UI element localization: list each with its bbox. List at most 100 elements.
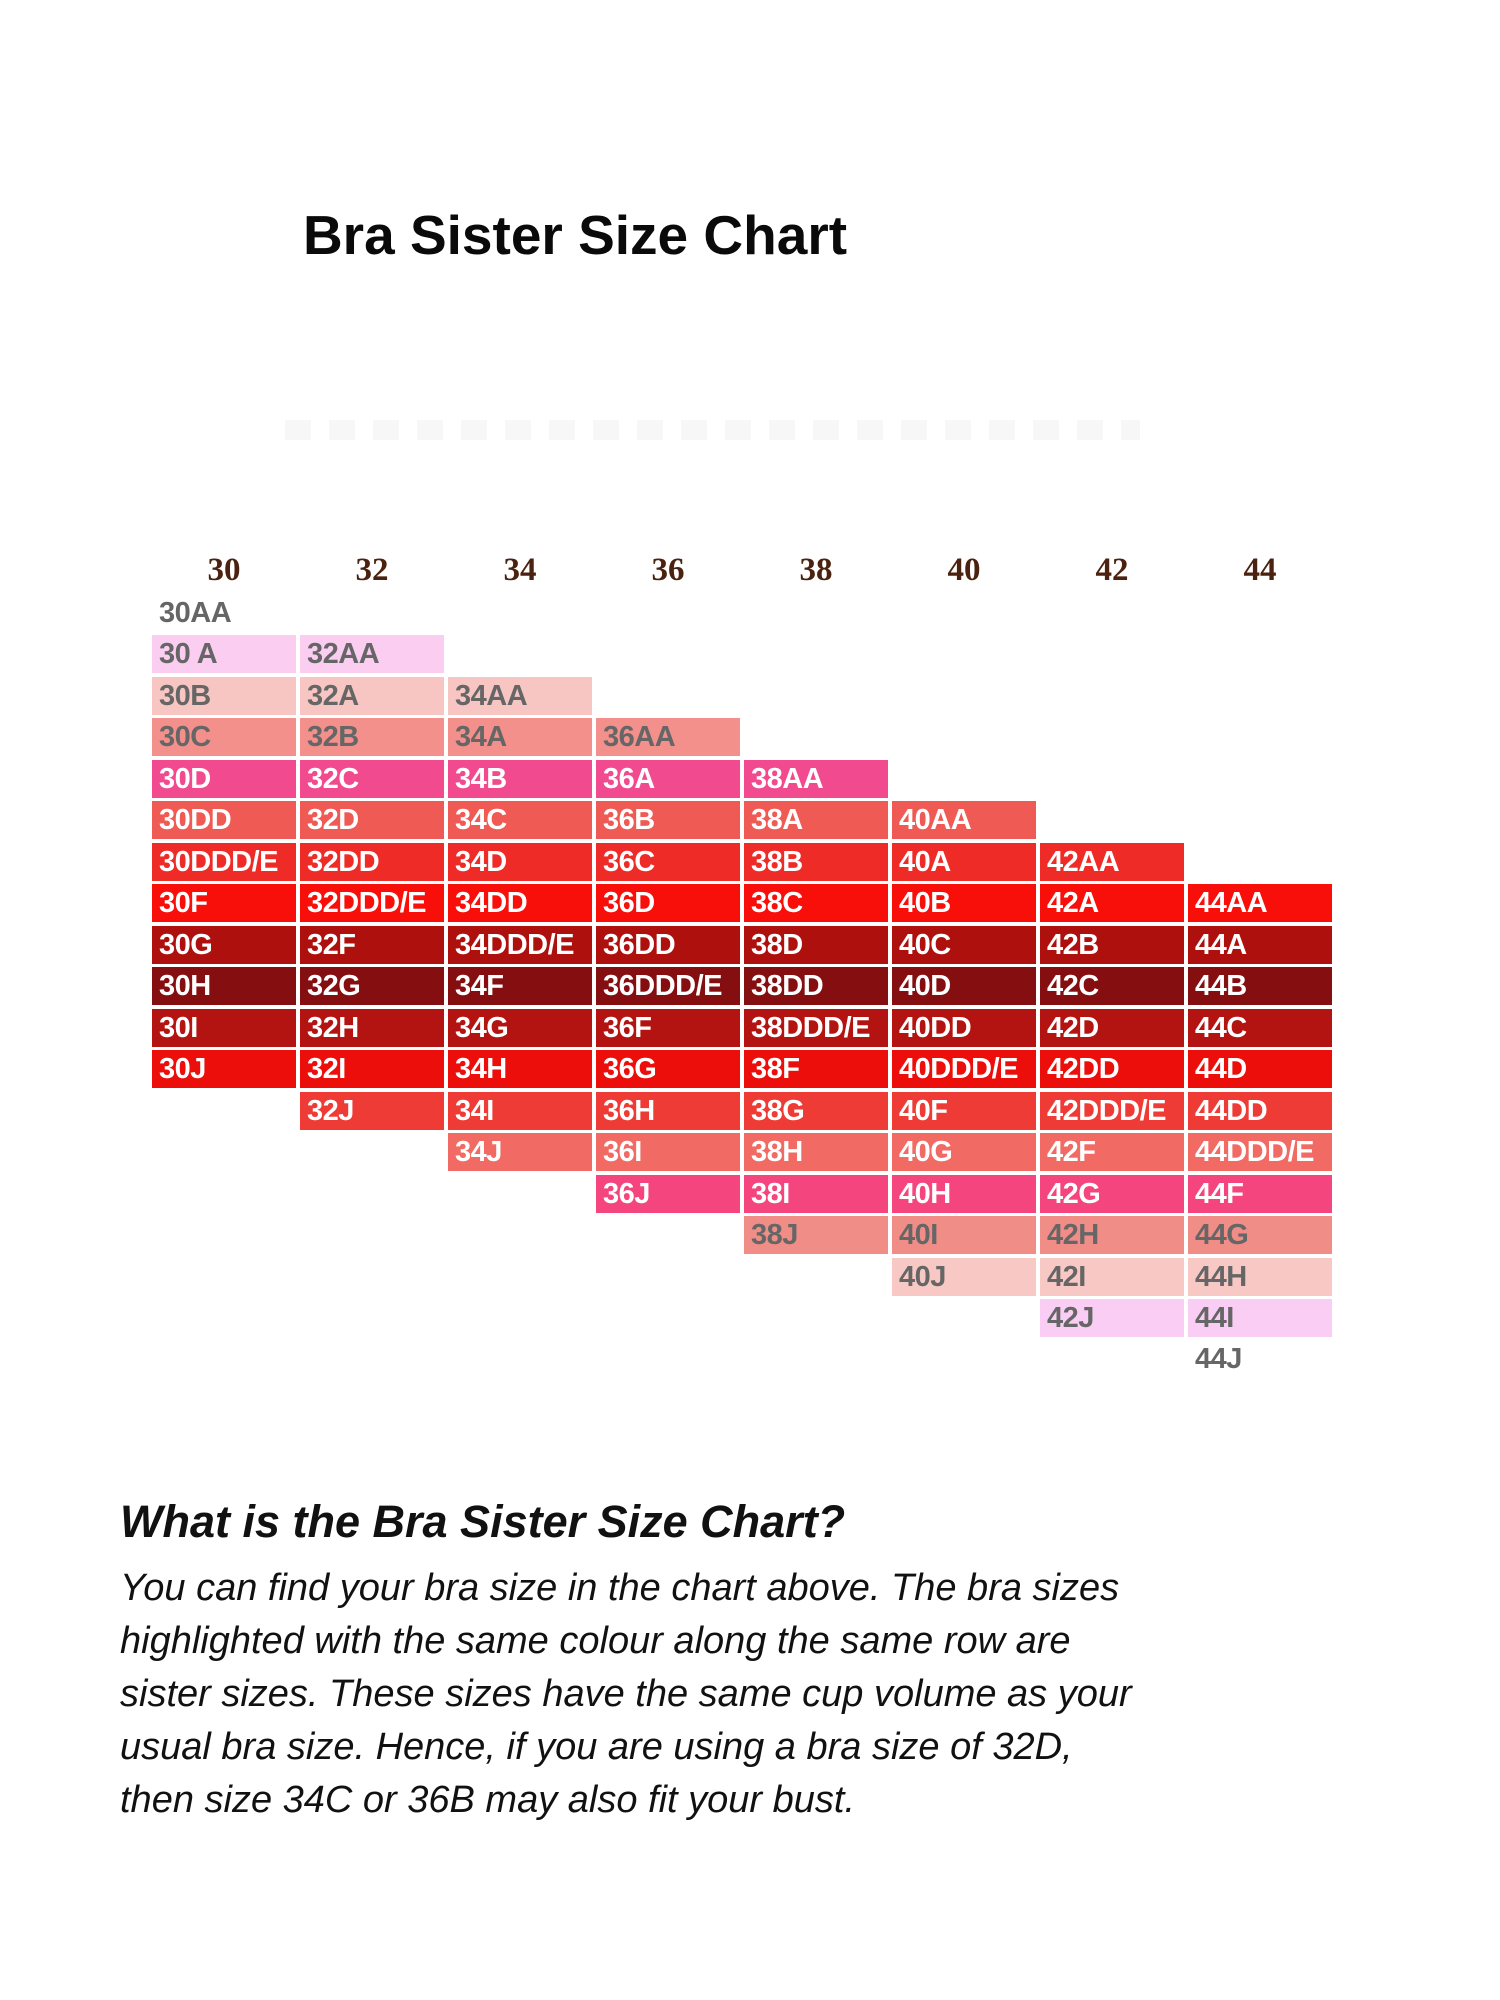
size-cell: 34I [446, 1090, 594, 1132]
size-cell: 38DD [742, 965, 890, 1007]
size-cell: 38B [742, 841, 890, 883]
footer-line: highlighted with the same colour along t… [120, 1620, 1071, 1662]
size-cell: 30G [150, 924, 298, 966]
size-cell: 44DD [1186, 1090, 1334, 1132]
footer-heading: What is the Bra Sister Size Chart? [120, 1496, 846, 1547]
size-cell: 30I [150, 1007, 298, 1049]
size-cell: 42A [1038, 882, 1186, 924]
size-cell: 36DDD/E [594, 965, 742, 1007]
size-cell: 40DDD/E [890, 1048, 1038, 1090]
size-cell: 44DDD/E [1186, 1131, 1334, 1173]
size-cell: 30D [150, 758, 298, 800]
size-cell: 36I [594, 1131, 742, 1173]
footer-section: What is the Bra Sister Size Chart? You c… [120, 1496, 1180, 1827]
size-cell: 44C [1186, 1007, 1334, 1049]
size-cell: 38C [742, 882, 890, 924]
size-cell: 42C [1038, 965, 1186, 1007]
faint-watermark-row [285, 420, 1140, 440]
size-cell: 42G [1038, 1173, 1186, 1215]
size-cell: 30J [150, 1048, 298, 1090]
size-row: 30DDD/E 32DD 34D 36C 38B 40A 42AA [150, 841, 1186, 883]
footer-line: then size 34C or 36B may also fit your b… [120, 1779, 856, 1821]
size-cell: 30AA [159, 596, 232, 629]
size-cell: 32I [298, 1048, 446, 1090]
size-cell: 38I [742, 1173, 890, 1215]
size-cell: 44F [1186, 1173, 1334, 1215]
band-header-row: 30 32 34 36 38 40 42 44 [150, 550, 1334, 590]
size-cell: 44AA [1186, 882, 1334, 924]
size-cell: 40I [890, 1214, 1038, 1256]
size-cell: 32A [298, 675, 446, 717]
size-cell: 34H [446, 1048, 594, 1090]
band-header: 38 [799, 551, 833, 588]
size-cell: 30B [150, 675, 298, 717]
size-cell: 32J [298, 1090, 446, 1132]
size-cell: 38A [742, 799, 890, 841]
size-cell: 32G [298, 965, 446, 1007]
footer-line: You can find your bra size in the chart … [120, 1567, 1120, 1609]
size-cell: 30DD [150, 799, 298, 841]
size-row: 30 A 32AA [150, 633, 446, 675]
size-cell: 42H [1038, 1214, 1186, 1256]
footer-paragraph: You can find your bra size in the chart … [120, 1562, 1180, 1827]
size-cell: 32C [298, 758, 446, 800]
size-cell: 36A [594, 758, 742, 800]
size-cell: 30 A [150, 633, 298, 675]
size-row: 32J 34I 36H 38G 40F 42DDD/E 44DD [298, 1090, 1334, 1132]
size-cell: 32DDD/E [298, 882, 446, 924]
size-cell: 42B [1038, 924, 1186, 966]
page-title: Bra Sister Size Chart [302, 204, 848, 266]
size-cell: 36DD [594, 924, 742, 966]
band-header: 42 [1095, 551, 1129, 588]
size-row: 44J [1186, 1338, 1334, 1380]
size-cell: 42DDD/E [1038, 1090, 1186, 1132]
size-cell: 40B [890, 882, 1038, 924]
size-row: 40J 42I 44H [890, 1256, 1334, 1298]
size-row: 30F 32DDD/E 34DD 36D 38C 40B 42A 44AA [150, 882, 1334, 924]
band-header: 44 [1243, 551, 1277, 588]
size-cell: 32DD [298, 841, 446, 883]
size-cell: 36G [594, 1048, 742, 1090]
size-cell: 38DDD/E [742, 1007, 890, 1049]
size-cell: 34B [446, 758, 594, 800]
size-cell: 36F [594, 1007, 742, 1049]
size-cell: 44J [1195, 1342, 1242, 1375]
size-cell: 32D [298, 799, 446, 841]
size-row: 38J 40I 42H 44G [742, 1214, 1334, 1256]
size-cell: 44B [1186, 965, 1334, 1007]
size-cell: 44G [1186, 1214, 1334, 1256]
size-cell: 38AA [742, 758, 890, 800]
size-cell: 42AA [1038, 841, 1186, 883]
size-cell: 34DD [446, 882, 594, 924]
band-header: 30 [207, 551, 241, 588]
size-row: 30C 32B 34A 36AA [150, 716, 742, 758]
size-cell: 38H [742, 1131, 890, 1173]
band-header: 32 [355, 551, 389, 588]
size-cell: 34F [446, 965, 594, 1007]
size-row: 30J 32I 34H 36G 38F 40DDD/E 42DD 44D [150, 1048, 1334, 1090]
size-cell: 44A [1186, 924, 1334, 966]
size-cell: 40G [890, 1131, 1038, 1173]
size-cell: 40A [890, 841, 1038, 883]
band-header: 36 [651, 551, 685, 588]
footer-line: usual bra size. Hence, if you are using … [120, 1726, 1073, 1768]
size-cell: 38J [742, 1214, 890, 1256]
size-row: 30D 32C 34B 36A 38AA [150, 758, 890, 800]
size-cell: 34C [446, 799, 594, 841]
size-cell: 34A [446, 716, 594, 758]
size-cell: 34G [446, 1007, 594, 1049]
size-cell: 32H [298, 1007, 446, 1049]
size-cell: 36AA [594, 716, 742, 758]
size-cell: 36H [594, 1090, 742, 1132]
size-cell: 30C [150, 716, 298, 758]
size-cell: 34J [446, 1131, 594, 1173]
size-row: 42J 44I [1038, 1297, 1334, 1339]
size-cell: 44H [1186, 1256, 1334, 1298]
size-row: 34J 36I 38H 40G 42F 44DDD/E [446, 1131, 1334, 1173]
size-cell: 42J [1038, 1297, 1186, 1339]
size-cell: 32AA [298, 633, 446, 675]
size-cell: 38F [742, 1048, 890, 1090]
size-cell: 42F [1038, 1131, 1186, 1173]
size-cell: 30H [150, 965, 298, 1007]
